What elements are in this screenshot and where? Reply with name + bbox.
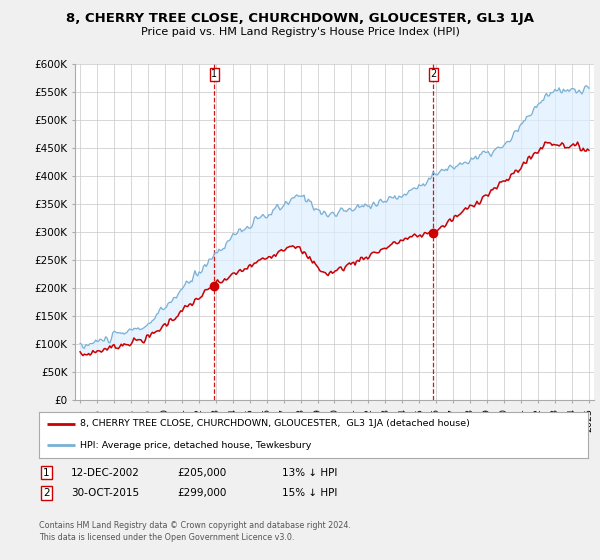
Text: 12-DEC-2002: 12-DEC-2002 bbox=[71, 468, 140, 478]
Text: £205,000: £205,000 bbox=[177, 468, 226, 478]
Text: 8, CHERRY TREE CLOSE, CHURCHDOWN, GLOUCESTER, GL3 1JA: 8, CHERRY TREE CLOSE, CHURCHDOWN, GLOUCE… bbox=[66, 12, 534, 25]
Text: HPI: Average price, detached house, Tewkesbury: HPI: Average price, detached house, Tewk… bbox=[80, 441, 311, 450]
Text: 15% ↓ HPI: 15% ↓ HPI bbox=[282, 488, 337, 498]
Text: 2: 2 bbox=[43, 488, 50, 498]
Text: 2: 2 bbox=[430, 69, 437, 80]
Text: This data is licensed under the Open Government Licence v3.0.: This data is licensed under the Open Gov… bbox=[39, 533, 295, 542]
Text: 1: 1 bbox=[211, 69, 217, 80]
Text: 30-OCT-2015: 30-OCT-2015 bbox=[71, 488, 139, 498]
Text: 8, CHERRY TREE CLOSE, CHURCHDOWN, GLOUCESTER,  GL3 1JA (detached house): 8, CHERRY TREE CLOSE, CHURCHDOWN, GLOUCE… bbox=[80, 419, 470, 428]
Text: Price paid vs. HM Land Registry's House Price Index (HPI): Price paid vs. HM Land Registry's House … bbox=[140, 27, 460, 38]
Text: 13% ↓ HPI: 13% ↓ HPI bbox=[282, 468, 337, 478]
Text: Contains HM Land Registry data © Crown copyright and database right 2024.: Contains HM Land Registry data © Crown c… bbox=[39, 521, 351, 530]
Text: £299,000: £299,000 bbox=[177, 488, 226, 498]
Text: 1: 1 bbox=[43, 468, 50, 478]
